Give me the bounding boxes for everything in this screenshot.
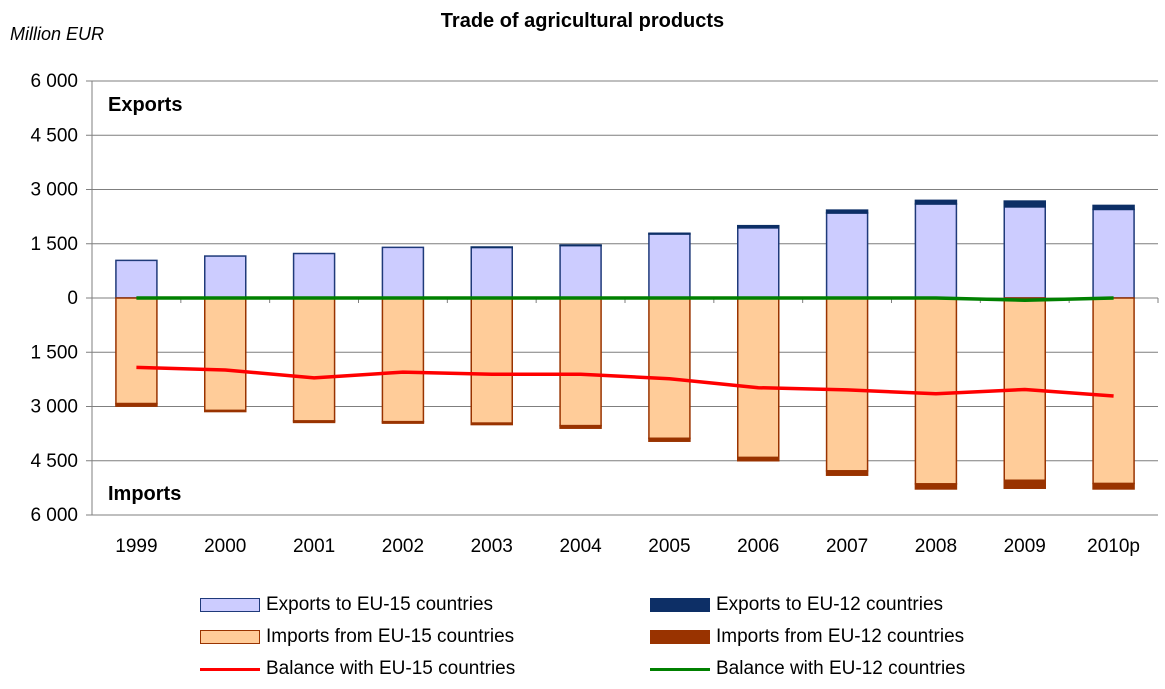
x-tick-label: 2008: [915, 536, 957, 557]
bar-imports-2006: [737, 297, 780, 459]
bar-imports-2006: [737, 456, 780, 462]
annotation-exports: Exports: [108, 94, 182, 116]
y-tick-label: 4 500: [30, 125, 78, 146]
legend-swatch-exports-eu15: [200, 598, 260, 612]
bar-imports-1999: [115, 402, 158, 407]
chart-legend: Exports to EU-15 countries Exports to EU…: [200, 589, 1100, 685]
x-tick-label: 2004: [559, 536, 602, 557]
x-tick-label: 2002: [382, 536, 424, 557]
y-tick-label: 4 500: [30, 451, 78, 472]
line-balance-with-eu-12-countries: [136, 296, 1114, 302]
legend-swatch-balance-eu15: [200, 667, 260, 671]
legend-imports-eu12: Imports from EU-12 countries: [650, 626, 1100, 648]
bar-exports-2006: [737, 227, 780, 299]
bar-exports-2002: [381, 246, 425, 299]
bar-exports-2008: [914, 203, 958, 299]
bar-imports-2000: [204, 297, 247, 412]
bar-exports-2003: [470, 246, 513, 249]
y-tick-label: 6 000: [30, 71, 78, 92]
y-tick-label: 3 000: [30, 397, 78, 418]
bar-exports-2007: [825, 212, 869, 299]
legend-label-balance-eu12: Balance with EU-12 countries: [716, 658, 966, 679]
y-tick-label: 3 000: [30, 180, 78, 201]
bar-imports-2008: [914, 483, 958, 490]
bar-imports-2002: [381, 297, 425, 423]
bar-imports-2008: [914, 297, 958, 485]
bar-imports-2007: [825, 470, 869, 476]
legend-exports-eu12: Exports to EU-12 countries: [650, 594, 1100, 616]
unit-label: Million EUR: [10, 24, 105, 44]
bar-exports-2009: [1003, 200, 1046, 208]
x-tick-label: 2007: [826, 536, 868, 557]
legend-swatch-imports-eu15: [200, 630, 260, 644]
bar-imports-2005: [648, 297, 691, 440]
bar-exports-2010p: [1092, 204, 1135, 211]
bar-exports-2007: [825, 209, 869, 214]
bar-imports-2002: [381, 420, 425, 424]
bar-imports-2000: [204, 409, 247, 413]
y-tick-label: 1 500: [30, 234, 78, 255]
bar-imports-2003: [470, 422, 513, 426]
legend-balance-eu12: Balance with EU-12 countries: [650, 658, 1100, 680]
annotation-imports: Imports: [108, 483, 181, 505]
legend-exports-eu15: Exports to EU-15 countries: [200, 594, 650, 616]
bar-exports-2008: [914, 199, 958, 205]
bar-imports-2009: [1003, 479, 1046, 489]
y-tick-label: 1 500: [30, 342, 78, 363]
bar-imports-2010p: [1092, 482, 1135, 490]
bar-imports-2005: [648, 437, 691, 442]
legend-swatch-imports-eu12: [650, 630, 710, 644]
x-tick-label: 2005: [648, 536, 690, 557]
x-tick-label: 2009: [1004, 536, 1046, 557]
x-tick-label: 2003: [471, 536, 513, 557]
bar-exports-2010p: [1092, 208, 1135, 299]
bar-imports-1999: [115, 297, 158, 405]
legend-imports-eu15: Imports from EU-15 countries: [200, 626, 650, 648]
bar-exports-2003: [470, 246, 513, 299]
chart-title: Trade of agricultural products: [440, 10, 725, 32]
bar-exports-2000: [204, 255, 247, 299]
line-balance-with-eu-15-countries: [136, 365, 1114, 398]
bar-imports-2007: [825, 297, 869, 472]
bar-exports-2005: [648, 233, 691, 299]
y-tick-label: 6 000: [30, 505, 78, 526]
legend-label-exports-eu15: Exports to EU-15 countries: [266, 594, 494, 615]
x-tick-label: 1999: [115, 536, 157, 557]
chart-plot: 6 000 4 500 3 000 1 500 0 1 500 3 000 4 500 6 00…: [30, 71, 1159, 557]
x-tick-label: 2006: [737, 536, 779, 557]
bar-exports-2001: [292, 252, 336, 299]
bar-exports-2009: [1003, 206, 1046, 299]
bar-imports-2004: [559, 297, 602, 427]
bar-imports-2010p: [1092, 297, 1135, 485]
legend-label-balance-eu15: Balance with EU-15 countries: [266, 658, 516, 679]
bar-exports-2006: [737, 224, 780, 229]
legend-swatch-balance-eu12: [650, 667, 710, 671]
bar-imports-2004: [559, 424, 602, 429]
legend-swatch-exports-eu12: [650, 598, 710, 612]
bar-exports-1999: [115, 259, 158, 299]
bar-exports-2004: [559, 244, 602, 247]
legend-balance-eu15: Balance with EU-15 countries: [200, 658, 650, 680]
x-tick-label: 2001: [293, 536, 335, 557]
bar-exports-2005: [648, 232, 691, 235]
legend-label-imports-eu12: Imports from EU-12 countries: [716, 626, 965, 647]
x-tick-label: 2010p: [1087, 536, 1140, 557]
legend-label-imports-eu15: Imports from EU-15 countries: [266, 626, 515, 647]
bar-exports-2004: [559, 244, 602, 299]
bar-imports-2001: [292, 420, 336, 424]
bar-imports-2001: [292, 297, 336, 422]
legend-label-exports-eu12: Exports to EU-12 countries: [716, 594, 944, 615]
x-tick-label: 2000: [204, 536, 246, 557]
y-tick-label: 0: [67, 288, 78, 309]
bar-imports-2003: [470, 297, 513, 424]
